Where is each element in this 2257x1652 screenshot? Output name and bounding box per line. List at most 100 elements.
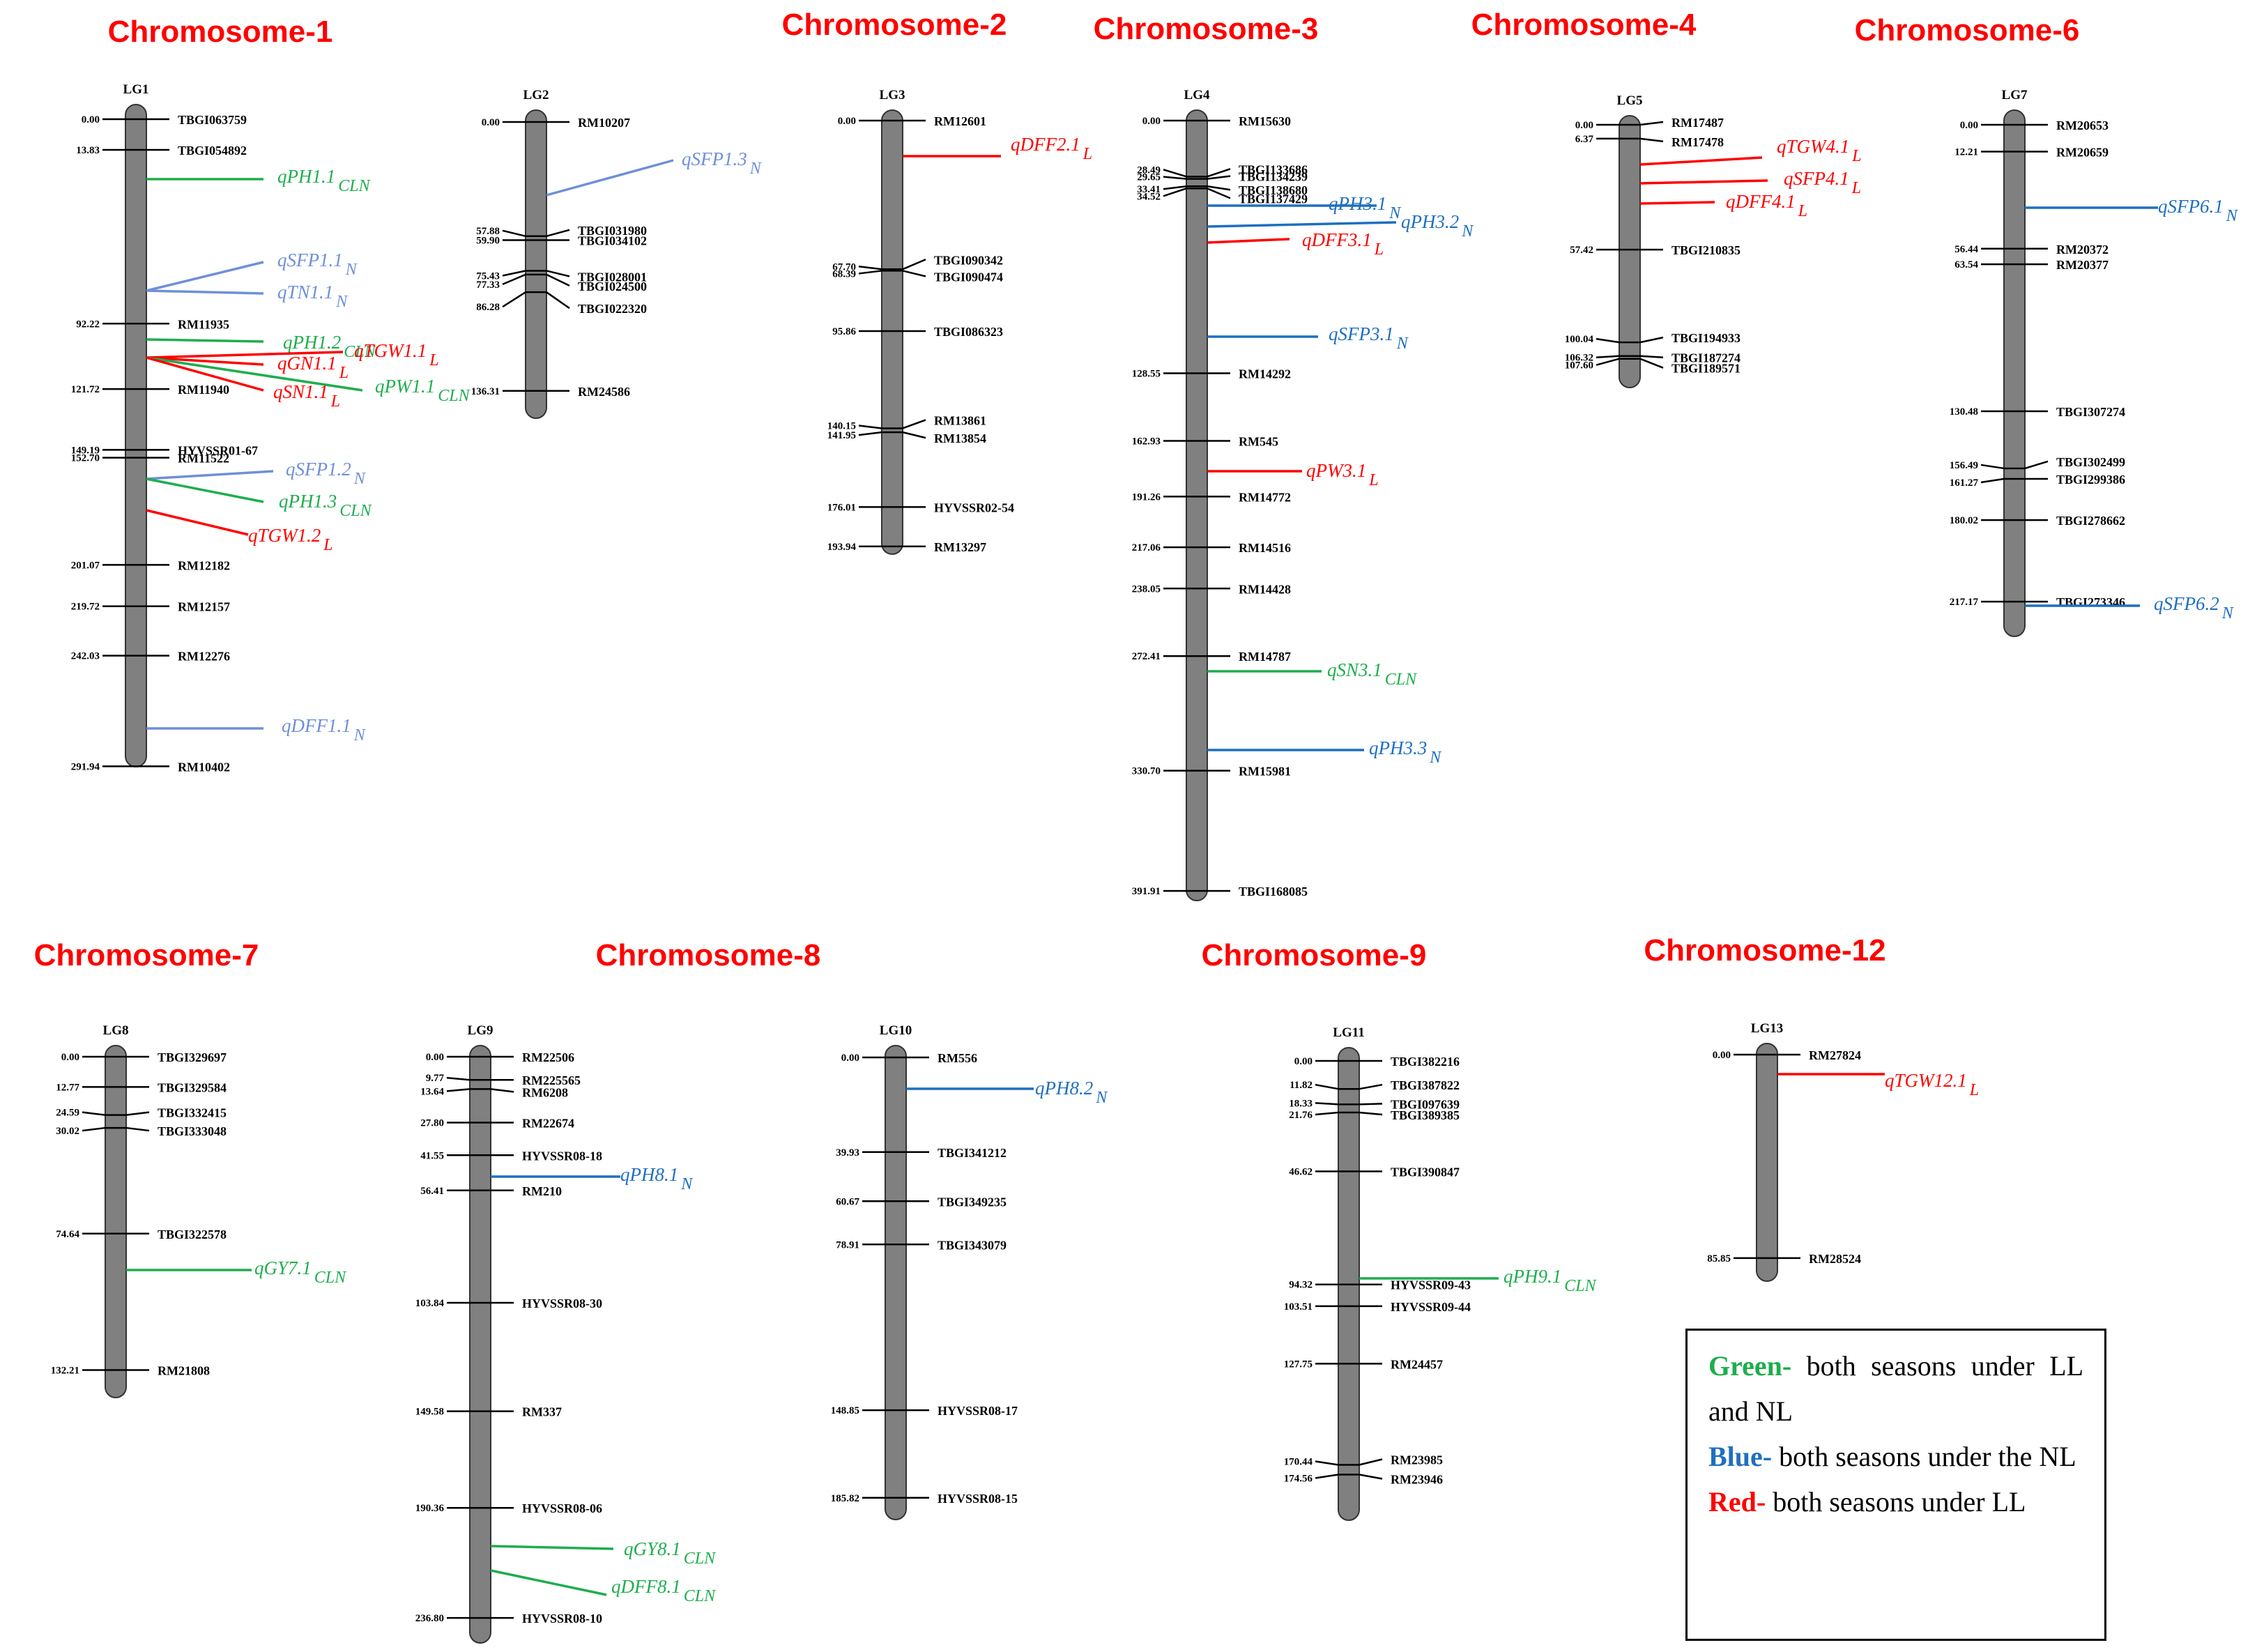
marker-position: 28.49 [1137, 165, 1161, 176]
qtl-label-qph3.1: qPH3.1 N [1329, 193, 1402, 222]
marker-tick-left [1315, 1111, 1339, 1116]
marker-position: 78.91 [836, 1239, 859, 1251]
marker-tick-right [1207, 168, 1231, 178]
marker-name: TBGI187274 [1671, 351, 1740, 365]
marker-tick-left [1596, 355, 1620, 358]
marker-tick-right [902, 419, 926, 429]
marker-name: RM15630 [1239, 114, 1291, 128]
qtl-line-qsfp1.1 [146, 261, 264, 292]
marker-position: 29.65 [1137, 172, 1161, 183]
linkage-group-lg1: LG1 0.00 TBGI063759 13.83 TBGI054892 92.22 RM1… [71, 82, 471, 774]
chromosome-title-c1: Chromosome-1 [108, 15, 333, 49]
qtl-label-qsfp6.2: qSFP6.2 N [2154, 593, 2235, 622]
marker-tick-left [446, 1088, 470, 1092]
marker-name: RM12157 [178, 600, 230, 614]
qtl-label-qtgw1.1: qTGW1.1 L [354, 340, 439, 369]
qtl-label-qph1.3: qPH1.3 CLN [279, 491, 373, 520]
marker-position: 107.60 [1565, 360, 1593, 372]
marker-name: TBGI034102 [578, 234, 647, 248]
qtl-line-qph1.2 [146, 338, 264, 343]
marker-position: 30.02 [56, 1126, 79, 1137]
marker-position: 391.91 [1132, 886, 1161, 897]
marker-name: RM22506 [522, 1050, 574, 1064]
qtl-label-qsfp1.2: qSFP1.2 N [286, 459, 367, 488]
marker-name: TBGI343079 [938, 1238, 1007, 1252]
marker-name: RM11935 [178, 317, 229, 331]
marker-name: RM12182 [178, 558, 230, 572]
qtl-label-qtgw1.2: qTGW1.2 L [248, 525, 333, 554]
marker-position: 33.41 [1137, 184, 1161, 195]
marker-position: 57.88 [476, 226, 500, 237]
marker-name: HYVSSR08-30 [522, 1297, 602, 1310]
marker-tick-right [902, 259, 926, 270]
marker-position: 86.28 [476, 302, 500, 313]
marker-name: TBGI387822 [1391, 1078, 1460, 1092]
marker-position: 149.58 [415, 1407, 444, 1418]
marker-position: 21.76 [1289, 1110, 1313, 1121]
marker-name: RM210 [522, 1184, 562, 1198]
marker-position: 185.82 [831, 1493, 859, 1504]
marker-tick-right [546, 291, 570, 309]
marker-tick-left [1163, 176, 1187, 180]
lg-label: LG8 [103, 1023, 129, 1038]
qtl-label-qgy8.1: qGY8.1 CLN [624, 1538, 717, 1568]
marker-name: TBGI086323 [934, 325, 1003, 339]
chromosome-title-c7: Chromosome-7 [34, 938, 259, 972]
marker-position: 63.54 [1954, 259, 1978, 270]
marker-tick-left [502, 270, 526, 277]
marker-position: 0.00 [841, 1053, 859, 1064]
qtl-label-qsn1.1: qSN1.1 L [273, 381, 340, 411]
marker-position: 67.70 [832, 261, 856, 273]
marker-position: 193.94 [827, 542, 857, 553]
marker-name: TBGI332415 [158, 1106, 227, 1120]
lg-label: LG10 [880, 1023, 912, 1038]
marker-name: RM11940 [178, 383, 229, 397]
qtl-label-qsfp6.1: qSFP6.1 N [2158, 196, 2239, 225]
linkage-group-lg13: LG13 0.00 RM27824 85.85 RM28524 qTGW12.1 L [1707, 1021, 1979, 1282]
marker-name: TBGI168085 [1239, 885, 1308, 898]
qtl-line-qdff4.1 [1639, 201, 1715, 205]
chromosome-title-c3: Chromosome-3 [1094, 12, 1319, 46]
qtl-label-qtn1.1: qTN1.1 N [277, 282, 349, 311]
qtl-line-qsn1.1 [146, 356, 264, 392]
marker-position: 12.21 [1954, 146, 1978, 158]
qtl-line-qtgw4.1 [1639, 156, 1763, 166]
qtl-label-qph3.3: qPH3.3 N [1369, 737, 1442, 767]
marker-position: 41.55 [420, 1150, 444, 1161]
marker-position: 272.41 [1132, 651, 1161, 662]
marker-name: RM20372 [2056, 243, 2109, 257]
marker-name: RM545 [1239, 434, 1278, 448]
marker-position: 162.93 [1132, 436, 1161, 447]
marker-tick-right [1639, 358, 1664, 369]
marker-position: 236.80 [415, 1613, 444, 1624]
marker-position: 13.64 [420, 1086, 444, 1097]
legend-entry-red: Red- both seasons under LL [1708, 1479, 2083, 1524]
qtl-label-qsfp4.1: qSFP4.1 L [1784, 168, 1861, 197]
marker-tick-left [858, 425, 882, 429]
marker-position: 0.00 [838, 116, 856, 127]
marker-position: 39.93 [836, 1147, 859, 1158]
marker-position: 85.85 [1707, 1253, 1731, 1264]
marker-position: 0.00 [1960, 120, 1978, 131]
chromosome-bar [1619, 115, 1641, 388]
qtl-line-qph3.2 [1207, 221, 1397, 228]
marker-tick-left [858, 266, 882, 270]
marker-position: 148.85 [831, 1405, 859, 1416]
marker-position: 136.31 [471, 386, 500, 397]
marker-tick-right [902, 270, 926, 277]
marker-position: 46.62 [1289, 1167, 1313, 1178]
marker-tick-left [1315, 1460, 1339, 1466]
qtl-line-qsfp1.3 [546, 159, 674, 197]
marker-name: TBGI322578 [158, 1227, 227, 1241]
marker-name: TBGI022320 [578, 302, 647, 316]
marker-name: TBGI390847 [1391, 1165, 1460, 1179]
marker-name: TBGI090342 [934, 253, 1003, 267]
qtl-label-qsfp3.1: qSFP3.1 N [1329, 323, 1409, 353]
lg-label: LG4 [1184, 88, 1210, 102]
chromosome-title-c12: Chromosome-12 [1644, 933, 1885, 968]
color-legend: Green- both seasons under LL and NL Blue… [1685, 1329, 2106, 1641]
marker-position: 217.17 [1950, 597, 1979, 608]
marker-tick-left [502, 291, 526, 308]
legend-text-red: both seasons under LL [1773, 1486, 2026, 1517]
qtl-label-qsn3.1: qSN3.1 CLN [1327, 659, 1418, 689]
